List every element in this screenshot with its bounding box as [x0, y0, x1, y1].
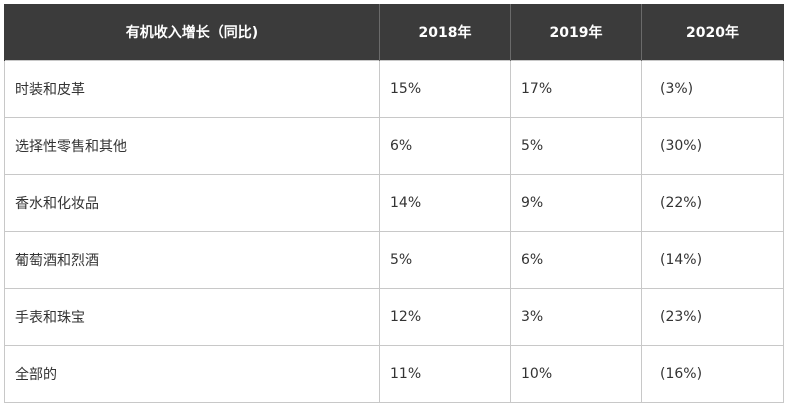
table-header: 有机收入增长（同比) 2018年 2019年 2020年	[4, 4, 784, 61]
header-cell-2019: 2019年	[510, 4, 642, 61]
value-2020: (22%)	[641, 174, 784, 232]
value-2020: (23%)	[641, 288, 784, 346]
value-2018: 11%	[379, 345, 511, 403]
table-row: 手表和珠宝 12% 3% (23%)	[4, 288, 784, 346]
value-2018: 15%	[379, 60, 511, 118]
value-2019: 6%	[510, 231, 642, 289]
growth-table-container: 有机收入增长（同比) 2018年 2019年 2020年 时装和皮革 15% 1…	[4, 4, 784, 403]
value-2018: 6%	[379, 117, 511, 175]
table-row: 香水和化妆品 14% 9% (22%)	[4, 174, 784, 232]
value-2020: (3%)	[641, 60, 784, 118]
value-2019: 3%	[510, 288, 642, 346]
row-label: 选择性零售和其他	[4, 117, 380, 175]
row-label: 手表和珠宝	[4, 288, 380, 346]
value-2018: 14%	[379, 174, 511, 232]
table-body: 时装和皮革 15% 17% (3%) 选择性零售和其他 6% 5% (30%) …	[4, 60, 784, 403]
row-label: 全部的	[4, 345, 380, 403]
row-label: 时装和皮革	[4, 60, 380, 118]
organic-growth-table: 有机收入增长（同比) 2018年 2019年 2020年 时装和皮革 15% 1…	[4, 4, 784, 403]
header-cell-2018: 2018年	[379, 4, 511, 61]
table-row: 全部的 11% 10% (16%)	[4, 345, 784, 403]
value-2019: 17%	[510, 60, 642, 118]
value-2018: 5%	[379, 231, 511, 289]
value-2019: 5%	[510, 117, 642, 175]
header-cell-category: 有机收入增长（同比)	[4, 4, 380, 61]
header-cell-2020: 2020年	[641, 4, 784, 61]
value-2020: (30%)	[641, 117, 784, 175]
row-label: 香水和化妆品	[4, 174, 380, 232]
value-2019: 10%	[510, 345, 642, 403]
table-row: 时装和皮革 15% 17% (3%)	[4, 60, 784, 118]
value-2020: (16%)	[641, 345, 784, 403]
value-2018: 12%	[379, 288, 511, 346]
header-row: 有机收入增长（同比) 2018年 2019年 2020年	[4, 4, 784, 61]
row-label: 葡萄酒和烈酒	[4, 231, 380, 289]
table-row: 选择性零售和其他 6% 5% (30%)	[4, 117, 784, 175]
table-row: 葡萄酒和烈酒 5% 6% (14%)	[4, 231, 784, 289]
value-2020: (14%)	[641, 231, 784, 289]
value-2019: 9%	[510, 174, 642, 232]
